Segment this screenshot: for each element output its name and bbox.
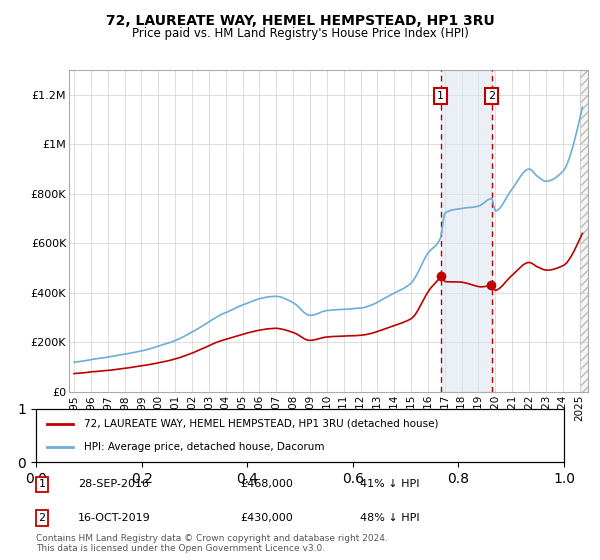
Text: 16-OCT-2019: 16-OCT-2019 xyxy=(78,513,151,523)
Text: 72, LAUREATE WAY, HEMEL HEMPSTEAD, HP1 3RU: 72, LAUREATE WAY, HEMEL HEMPSTEAD, HP1 3… xyxy=(106,14,494,28)
Text: 28-SEP-2016: 28-SEP-2016 xyxy=(78,479,149,489)
Text: 48% ↓ HPI: 48% ↓ HPI xyxy=(360,513,419,523)
Text: £430,000: £430,000 xyxy=(240,513,293,523)
Text: £468,000: £468,000 xyxy=(240,479,293,489)
Text: 2: 2 xyxy=(488,91,496,101)
Text: HPI: Average price, detached house, Dacorum: HPI: Average price, detached house, Daco… xyxy=(83,442,324,452)
Text: 41% ↓ HPI: 41% ↓ HPI xyxy=(360,479,419,489)
Text: Price paid vs. HM Land Registry's House Price Index (HPI): Price paid vs. HM Land Registry's House … xyxy=(131,27,469,40)
Bar xyxy=(580,70,593,392)
Text: 2: 2 xyxy=(38,513,46,523)
Text: 1: 1 xyxy=(437,91,444,101)
Bar xyxy=(440,70,492,392)
Text: 72, LAUREATE WAY, HEMEL HEMPSTEAD, HP1 3RU (detached house): 72, LAUREATE WAY, HEMEL HEMPSTEAD, HP1 3… xyxy=(83,419,438,429)
Text: 1: 1 xyxy=(38,479,46,489)
Bar xyxy=(580,70,593,392)
Text: Contains HM Land Registry data © Crown copyright and database right 2024.
This d: Contains HM Land Registry data © Crown c… xyxy=(36,534,388,553)
